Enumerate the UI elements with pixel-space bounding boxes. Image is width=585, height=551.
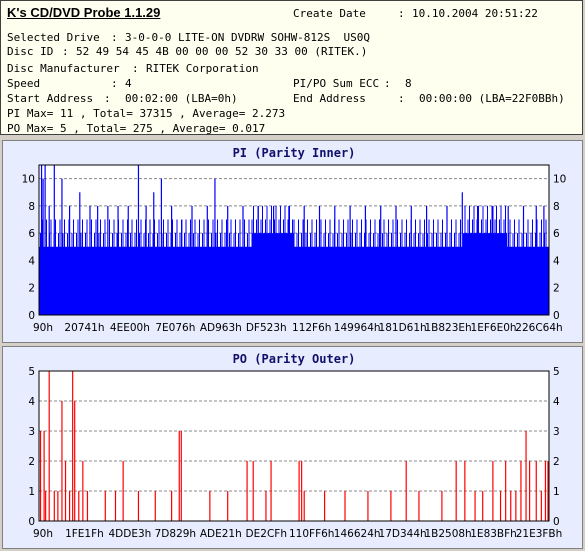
selected-drive-colon: : [111, 31, 118, 44]
pi-ytick-left: 2 [28, 283, 35, 295]
pipo-sum-label: PI/PO Sum ECC [293, 77, 380, 90]
selected-drive-value: 3-0-0-0 LITE-ON DVDRW SOHW-812S US0Q [125, 31, 371, 44]
po-ytick-right: 1 [553, 486, 560, 498]
po-plot-area [39, 371, 549, 521]
pi-chart-panel: PI (Parity Inner) 0 0 2 2 4 4 6 6 8 8 10 10 90h 20741h… [2, 140, 583, 343]
po-xtick-label: 110FF6h [289, 528, 334, 540]
po-xtick-label: 4DDE3h [108, 528, 151, 540]
pi-ytick-right: 6 [553, 228, 560, 240]
pi-xtick-label: 1EF6E0h [471, 322, 517, 334]
pi-chart-title: PI (Parity Inner) [233, 146, 356, 160]
disc-id-label: Disc ID [7, 45, 54, 58]
pi-chart: PI (Parity Inner) 0 0 2 2 4 4 6 6 8 8 10 10 90h 20741h… [22, 146, 567, 334]
pi-xtick-label: DF523h [246, 322, 287, 334]
po-ytick-right: 4 [553, 396, 560, 408]
manufacturer-colon: : [132, 62, 139, 75]
po-xtick-label: 1E83BFh [470, 528, 517, 540]
po-xtick-label: 90h [33, 528, 53, 540]
po-plot-frame [38, 370, 550, 522]
create-date-label: Create Date [293, 7, 366, 20]
pi-plot-frame [38, 164, 550, 316]
po-ytick-right: 0 [553, 516, 560, 528]
po-xtick-label: DE2CFh [246, 528, 287, 540]
selected-drive-label: Selected Drive [7, 31, 100, 44]
po-xtick-label: 7D829h [155, 528, 196, 540]
po-ytick-left: 0 [28, 516, 35, 528]
start-address-label: Start Address [7, 92, 94, 105]
pi-ytick-right: 4 [553, 255, 560, 267]
speed-value: 4 [125, 77, 132, 90]
po-ytick-left: 2 [28, 456, 35, 468]
pi-xtick-label: 20741h [64, 322, 104, 334]
pi-ytick-left: 4 [28, 255, 35, 267]
manufacturer-label: Disc Manufacturer [7, 62, 120, 75]
po-xtick-label: 17D344h [379, 528, 427, 540]
pi-ytick-right: 8 [553, 201, 560, 213]
pi-ytick-right: 0 [553, 310, 560, 322]
end-address-value: 00:00:00 (LBA=22F0BBh) [419, 92, 565, 105]
pi-xtick-label: 226C64h [515, 322, 562, 334]
end-address-label: End Address [293, 92, 366, 105]
pi-xtick-label: 149964h [334, 322, 381, 334]
create-date-colon: : [398, 7, 405, 20]
po-ytick-left: 5 [28, 366, 35, 378]
po-chart-panel: PO (Parity Outer) 0 0 1 1 2 2 3 3 4 4 5 5 90h 1FE1Fh 4D… [2, 346, 583, 549]
create-date-value: 10.10.2004 20:51:22 [412, 7, 538, 20]
po-summary: PO Max= 5 , Total= 275 , Average= 0.017 [7, 122, 266, 135]
pi-ytick-right: 10 [553, 174, 566, 186]
pi-ytick-left: 10 [22, 174, 35, 186]
pi-ytick-right: 2 [553, 283, 560, 295]
po-ytick-right: 2 [553, 456, 560, 468]
po-xtick-label: ADE21h [200, 528, 242, 540]
po-xtick-label: 1FE1Fh [65, 528, 104, 540]
pi-ytick-left: 0 [28, 310, 35, 322]
po-xtick-label: 1B2508h [424, 528, 471, 540]
info-panel: K's CD/DVD Probe 1.1.29 Create Date : 10… [0, 0, 583, 135]
po-ytick-left: 3 [28, 426, 35, 438]
pi-ytick-left: 6 [28, 228, 35, 240]
pi-xtick-label: 1B823Eh [424, 322, 471, 334]
speed-label: Speed [7, 77, 41, 90]
pi-summary: PI Max= 11 , Total= 37315 , Average= 2.2… [7, 107, 286, 120]
pi-xtick-label: 181D61h [379, 322, 427, 334]
disc-id-colon: : [62, 45, 69, 58]
pi-xtick-label: 112F6h [292, 322, 331, 334]
speed-colon: : [111, 77, 118, 90]
po-ytick-right: 3 [553, 426, 560, 438]
end-address-colon: : [398, 92, 405, 105]
app-title: K's CD/DVD Probe 1.1.29 [7, 5, 161, 20]
disc-id-value: 52 49 54 45 4B 00 00 00 52 30 33 00 (RIT… [76, 45, 368, 58]
pi-xtick-label: AD963h [200, 322, 242, 334]
pi-ytick-left: 8 [28, 201, 35, 213]
pipo-sum-colon: : [384, 77, 391, 90]
po-chart: PO (Parity Outer) 0 0 1 1 2 2 3 3 4 4 5 5 90h 1FE1Fh 4D… [28, 352, 563, 540]
po-ytick-right: 5 [553, 366, 560, 378]
pi-xtick-label: 7E076h [155, 322, 195, 334]
start-address-value: 00:02:00 (LBA=0h) [125, 92, 238, 105]
po-ytick-left: 4 [28, 396, 35, 408]
pi-xtick-label: 90h [33, 322, 53, 334]
po-xtick-label: 21E3FBh [516, 528, 563, 540]
pi-xtick-label: 4EE00h [110, 322, 150, 334]
pipo-sum-value: 8 [405, 77, 412, 90]
start-address-colon: : [104, 92, 111, 105]
manufacturer-value: RITEK Corporation [146, 62, 259, 75]
po-ytick-left: 1 [28, 486, 35, 498]
po-chart-title: PO (Parity Outer) [233, 352, 356, 366]
po-xtick-label: 146624h [334, 528, 381, 540]
